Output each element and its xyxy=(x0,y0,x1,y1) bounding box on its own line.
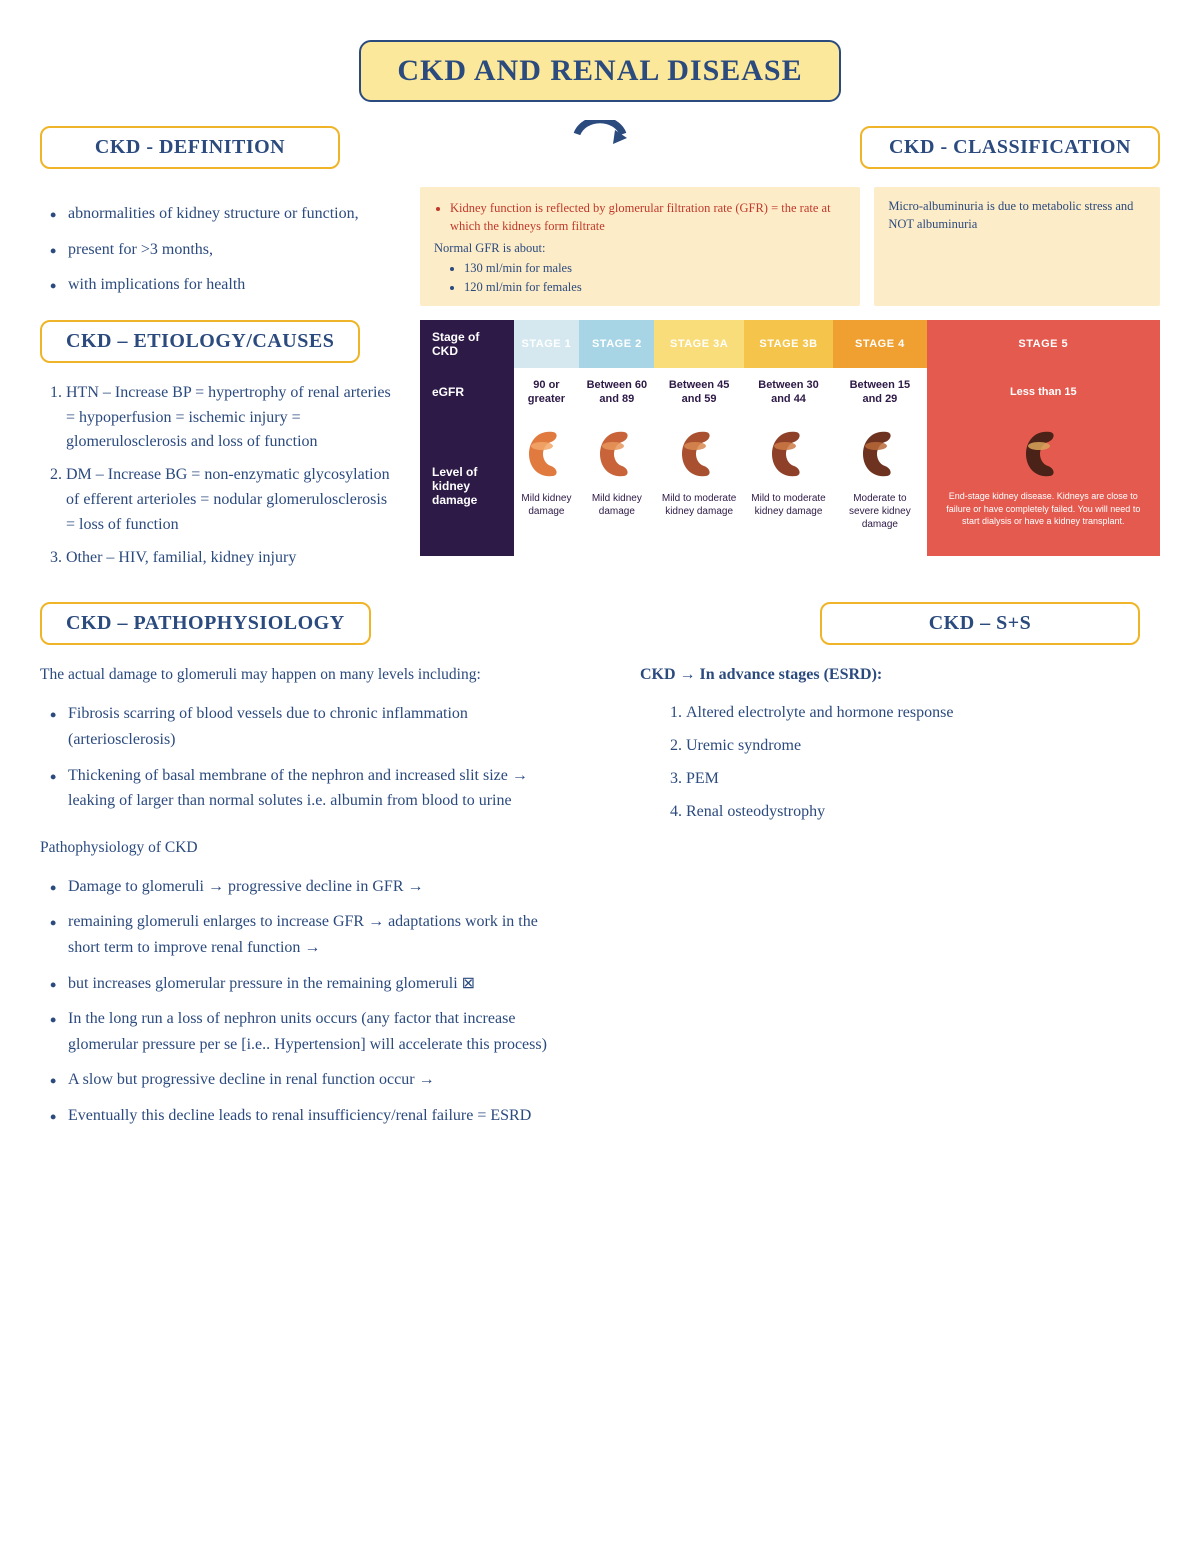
classification-heading: CKD - CLASSIFICATION xyxy=(886,136,1134,159)
damage-cell: End-stage kidney disease. Kidneys are cl… xyxy=(927,416,1160,556)
damage-text: End-stage kidney disease. Kidneys are cl… xyxy=(931,486,1156,530)
definition-heading-box: CKD - DEFINITION xyxy=(40,126,340,169)
damage-cell: Moderate to severe kidney damage xyxy=(833,416,926,556)
patho-bullets-1: Fibrosis scarring of blood vessels due t… xyxy=(40,701,560,813)
list-item: abnormalities of kidney structure or fun… xyxy=(46,201,400,227)
patho-bullets-2: Damage to glomeruli → progressive declin… xyxy=(40,874,560,1129)
list-item: Damage to glomeruli → progressive declin… xyxy=(46,874,560,900)
stage-header: STAGE 2 xyxy=(579,320,654,368)
list-item: remaining glomeruli enlarges to increase… xyxy=(46,909,560,960)
stage-header: STAGE 3B xyxy=(744,320,833,368)
damage-text: Mild kidney damage xyxy=(518,486,576,518)
damage-cell: Mild to moderate kidney damage xyxy=(654,416,743,556)
list-item: PEM xyxy=(686,767,1160,792)
ss-heading-box: CKD – S+S xyxy=(820,602,1140,645)
list-item: In the long run a loss of nephron units … xyxy=(46,1006,560,1057)
list-item: Thickening of basal membrane of the neph… xyxy=(46,763,560,814)
damage-text: Mild to moderate kidney damage xyxy=(658,486,739,518)
damage-cell: Mild to moderate kidney damage xyxy=(744,416,833,556)
gfr-normal-label: Normal GFR is about: xyxy=(434,239,846,257)
patho-heading-box: CKD – PATHOPHYSIOLOGY xyxy=(40,602,371,645)
info-boxes: Kidney function is reflected by glomerul… xyxy=(420,187,1160,306)
microalbuminuria-text: Micro-albuminuria is due to metabolic st… xyxy=(888,199,1133,231)
patho-sub2: Pathophysiology of CKD xyxy=(40,836,560,860)
definition-heading: CKD - DEFINITION xyxy=(66,136,314,159)
egfr-cell: Between 30 and 44 xyxy=(744,368,833,417)
list-item: but increases glomerular pressure in the… xyxy=(46,971,560,997)
list-item: Other – HIV, familial, kidney injury xyxy=(66,546,400,571)
ckd-stage-table: Stage of CKDSTAGE 1STAGE 2STAGE 3ASTAGE … xyxy=(420,320,1160,557)
damage-text: Mild kidney damage xyxy=(583,486,650,518)
definition-col: abnormalities of kidney structure or fun… xyxy=(40,187,400,320)
stage-header: STAGE 4 xyxy=(833,320,926,368)
ss-heading: CKD – S+S xyxy=(846,612,1114,635)
stage-header: STAGE 3A xyxy=(654,320,743,368)
page-title: CKD AND RENAL DISEASE xyxy=(397,54,802,88)
egfr-cell: Between 15 and 29 xyxy=(833,368,926,417)
etiology-list: HTN – Increase BP = hypertrophy of renal… xyxy=(40,381,400,571)
gfr-values-list: 130 ml/min for males 120 ml/min for fema… xyxy=(434,259,846,295)
table-header-stage: Stage of CKD xyxy=(420,320,514,368)
egfr-cell: Between 45 and 59 xyxy=(654,368,743,417)
damage-text: Moderate to severe kidney damage xyxy=(837,486,922,531)
list-item: present for >3 months, xyxy=(46,237,400,263)
egfr-cell: 90 or greater xyxy=(514,368,580,417)
list-item: 130 ml/min for males xyxy=(464,259,846,277)
etiology-table-row: CKD – ETIOLOGY/CAUSES HTN – Increase BP … xyxy=(40,320,1160,593)
damage-cell: Mild kidney damage xyxy=(579,416,654,556)
list-item: with implications for health xyxy=(46,272,400,298)
ss-list: Altered electrolyte and hormone response… xyxy=(640,701,1160,824)
microalbuminuria-box: Micro-albuminuria is due to metabolic st… xyxy=(874,187,1160,306)
list-item: Uremic syndrome xyxy=(686,734,1160,759)
definition-bullets: abnormalities of kidney structure or fun… xyxy=(40,201,400,298)
list-item: Fibrosis scarring of blood vessels due t… xyxy=(46,701,560,752)
etiology-col: CKD – ETIOLOGY/CAUSES HTN – Increase BP … xyxy=(40,320,400,593)
stage-header: STAGE 5 xyxy=(927,320,1160,368)
list-item: A slow but progressive decline in renal … xyxy=(46,1067,560,1093)
stage-header: STAGE 1 xyxy=(514,320,580,368)
top-headers-row: CKD - DEFINITION CKD - CLASSIFICATION xyxy=(40,126,1160,187)
list-item: Renal osteodystrophy xyxy=(686,800,1160,825)
gfr-info-box: Kidney function is reflected by glomerul… xyxy=(420,187,860,306)
info-col: Kidney function is reflected by glomerul… xyxy=(420,187,1160,318)
damage-cell: Mild kidney damage xyxy=(514,416,580,556)
etiology-heading: CKD – ETIOLOGY/CAUSES xyxy=(66,330,334,353)
table-header-egfr: eGFR xyxy=(420,368,514,417)
egfr-cell: Less than 15 xyxy=(927,368,1160,417)
etiology-heading-box: CKD – ETIOLOGY/CAUSES xyxy=(40,320,360,363)
list-item: Altered electrolyte and hormone response xyxy=(686,701,1160,726)
list-item: HTN – Increase BP = hypertrophy of renal… xyxy=(66,381,400,455)
classification-heading-box: CKD - CLASSIFICATION xyxy=(860,126,1160,169)
page-title-box: CKD AND RENAL DISEASE xyxy=(359,40,840,102)
patho-ss-row: CKD – PATHOPHYSIOLOGY The actual damage … xyxy=(40,602,1160,1150)
patho-col: CKD – PATHOPHYSIOLOGY The actual damage … xyxy=(40,602,560,1150)
patho-heading: CKD – PATHOPHYSIOLOGY xyxy=(66,612,345,635)
ss-subhead: CKD → In advance stages (ESRD): xyxy=(640,663,1160,687)
def-info-row: abnormalities of kidney structure or fun… xyxy=(40,187,1160,320)
list-item: Eventually this decline leads to renal i… xyxy=(46,1103,560,1129)
table-header-damage: Level of kidney damage xyxy=(420,416,514,556)
damage-text: Mild to moderate kidney damage xyxy=(748,486,829,518)
list-item: 120 ml/min for females xyxy=(464,278,846,296)
stage-table-col: Stage of CKDSTAGE 1STAGE 2STAGE 3ASTAGE … xyxy=(420,320,1160,557)
gfr-red-text: Kidney function is reflected by glomerul… xyxy=(450,201,768,215)
ss-col: CKD – S+S CKD → In advance stages (ESRD)… xyxy=(640,602,1160,1150)
list-item: DM – Increase BG = non-enzymatic glycosy… xyxy=(66,463,400,537)
patho-intro: The actual damage to glomeruli may happe… xyxy=(40,663,560,687)
egfr-cell: Between 60 and 89 xyxy=(579,368,654,417)
curved-arrow-icon xyxy=(565,120,635,170)
